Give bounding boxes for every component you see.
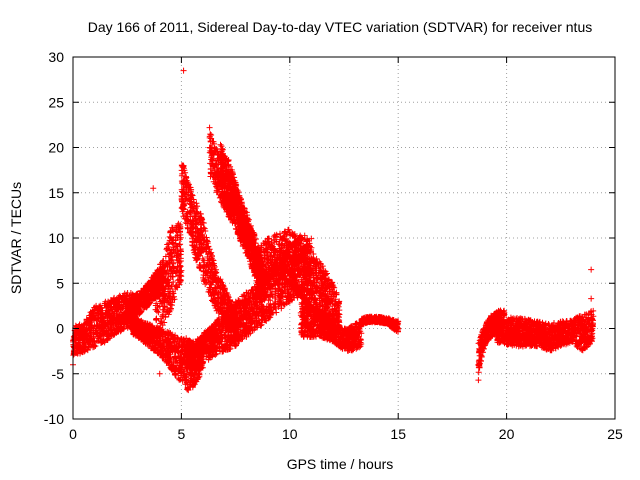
data-point-outlier	[206, 124, 213, 131]
data-point-outlier	[156, 370, 163, 377]
y-tick-label: 5	[56, 275, 64, 291]
data-point-outlier	[180, 67, 187, 74]
data-point-cloud	[70, 131, 597, 394]
scatter-points	[70, 67, 597, 394]
data-point-outlier	[588, 295, 595, 302]
y-tick-label: 0	[56, 321, 64, 337]
x-axis-label: GPS time / hours	[287, 456, 394, 472]
y-tick-label: -10	[44, 411, 64, 427]
chart-title: Day 166 of 2011, Sidereal Day-to-day VTE…	[88, 19, 592, 35]
y-tick-label: 15	[48, 185, 64, 201]
data-point-outlier	[588, 266, 595, 273]
y-tick-label: 10	[48, 230, 64, 246]
x-tick-label: 10	[282, 426, 298, 442]
y-tick-label: 30	[48, 49, 64, 65]
x-tick-label: 25	[607, 426, 623, 442]
x-tick-label: 5	[178, 426, 186, 442]
y-tick-label: -5	[52, 366, 65, 382]
axis-ticks: 0 5 10 15 20 25 -10 -5 0 5 10 15 20 25 30	[44, 49, 623, 442]
data-point-outlier	[150, 185, 157, 192]
data-point-outlier	[180, 162, 187, 169]
y-tick-label: 25	[48, 94, 64, 110]
y-axis-label: SDTVAR / TECUs	[8, 182, 24, 294]
data-point-outlier	[475, 377, 482, 384]
data-point-outlier	[507, 314, 514, 321]
x-tick-label: 15	[390, 426, 406, 442]
x-tick-label: 20	[499, 426, 515, 442]
x-tick-label: 0	[69, 426, 77, 442]
y-tick-label: 20	[48, 140, 64, 156]
